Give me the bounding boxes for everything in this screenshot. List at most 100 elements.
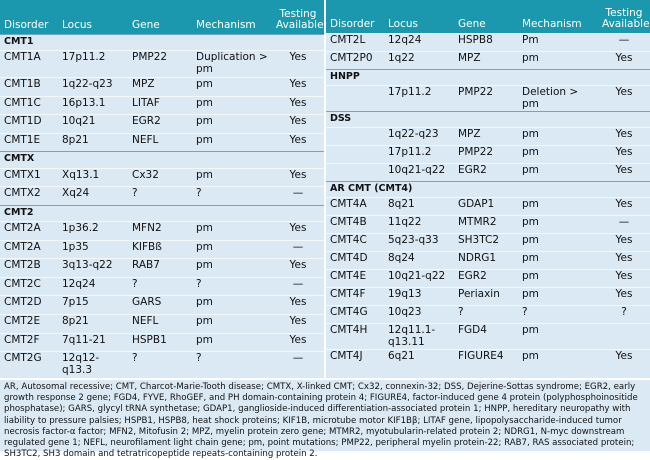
row: CMT1D 10q21 EGR2 pm Yes [0, 114, 324, 134]
cell: Yes [272, 167, 324, 187]
row: CMT4F 19q13 Periaxin pm Yes [326, 287, 650, 306]
cell: Duplication > pm [192, 50, 272, 78]
row: CMT2C 12q24?? — [0, 276, 324, 296]
cell: NDRG1 [454, 251, 518, 270]
cell: — [272, 276, 324, 296]
cell: pm [518, 163, 598, 182]
row: CMT2A 1p36.2 MFN2 pm Yes [0, 221, 324, 241]
cell: 3q13-q22 [58, 258, 128, 278]
cell: MPZ [454, 127, 518, 146]
table: Disorder Locus Gene Mechanism Testing Availa… [0, 0, 324, 378]
row: CMT2F 7q11-21 HSPB1 pm Yes [0, 332, 324, 352]
cell: 1p36.2 [58, 221, 128, 241]
cell: pm [518, 145, 598, 164]
cell: Yes [272, 221, 324, 241]
cell: EGR2 [454, 269, 518, 288]
cell: — [598, 33, 650, 52]
cell: Yes [598, 349, 650, 367]
column-header: Testing Available [272, 0, 324, 35]
cell: Xq13.1 [58, 167, 128, 187]
row: 10q21-q22 EGR2 pm Yes [326, 163, 650, 182]
cell: CMT2E [0, 314, 58, 334]
section-title: CMTX [0, 151, 324, 169]
column-header: Mechanism [518, 0, 598, 34]
cell: pm [192, 167, 272, 187]
cell: 17p11.2 [384, 145, 454, 164]
cell: pm [192, 258, 272, 278]
cell: Yes [272, 332, 324, 352]
cell: CMT4D [326, 251, 384, 270]
cell: pm [518, 269, 598, 288]
cell: LITAF [128, 95, 192, 115]
row: CMT4A 8q21 GDAP1 pm Yes [326, 197, 650, 216]
cell: 10q21-q22 [384, 269, 454, 288]
row: 17p11.2 PMP22 pm Yes [326, 145, 650, 164]
cell: Yes [598, 85, 650, 112]
row: CMT2E 8p21 NEFL pm Yes [0, 314, 324, 334]
cell: — [272, 239, 324, 259]
cell: 16p13.1 [58, 95, 128, 115]
cell: pm [518, 349, 598, 367]
cell: Yes [598, 287, 650, 306]
cell: pm [192, 114, 272, 134]
column-header: Gene [454, 0, 518, 34]
cell: pm [518, 287, 598, 306]
cell: CMTX1 [0, 167, 58, 187]
cell: pm [192, 77, 272, 97]
column-header: Disorder [0, 0, 58, 35]
cell: CMT2L [326, 33, 384, 52]
row: CMT1E 8p21 NEFL pm Yes [0, 132, 324, 152]
column-header: Testing Available [598, 0, 650, 34]
column-header: Mechanism [192, 0, 272, 35]
cell: 1q22-q23 [384, 127, 454, 146]
cell: Yes [598, 127, 650, 146]
cell: RAB7 [128, 258, 192, 278]
header-row: Disorder Locus Gene Mechanism Testing Availa… [0, 0, 324, 35]
row: CMT2P0 1q22 MPZ pm Yes [326, 51, 650, 70]
cell: CMT2F [0, 332, 58, 352]
cell: 8p21 [58, 132, 128, 152]
cell: GARS [128, 295, 192, 315]
cell: HSPB1 [128, 332, 192, 352]
cell: CMT4G [326, 305, 384, 324]
section-title: HNPP [326, 69, 650, 86]
cell: MPZ [128, 77, 192, 97]
cell: Yes [598, 145, 650, 164]
cell: Pm [518, 33, 598, 52]
cell: 10q21 [58, 114, 128, 134]
row: CMTX2 Xq24?? — [0, 186, 324, 206]
cell [326, 145, 384, 164]
cell: Yes [598, 233, 650, 252]
cell [326, 127, 384, 146]
cell: CMTX2 [0, 186, 58, 206]
cell: CMT4C [326, 233, 384, 252]
cell: Yes [598, 269, 650, 288]
cell: 11q22 [384, 215, 454, 234]
cell: 17p11.2 [58, 50, 128, 78]
section-row: AR CMT (CMT4) [326, 181, 650, 198]
cell: pm [192, 221, 272, 241]
row: CMT2L 12q24 HSPB8 Pm — [326, 33, 650, 52]
cell: 17p11.2 [384, 85, 454, 112]
cell: pm [518, 51, 598, 70]
cell: ? [518, 305, 598, 324]
section-row: HNPP [326, 69, 650, 86]
cell: CMT4H [326, 323, 384, 350]
row: CMT4G 10q23??? [326, 305, 650, 324]
cell: pm [192, 239, 272, 259]
row: CMT2B 3q13-q22 RAB7 pm Yes [0, 258, 324, 278]
column-header: Gene [128, 0, 192, 35]
cell: pm [518, 127, 598, 146]
cell: CMT1C [0, 95, 58, 115]
row: CMT4D 8q24 NDRG1 pm Yes [326, 251, 650, 270]
cell: 12q24 [58, 276, 128, 296]
cell: ? [192, 351, 272, 378]
section-row: CMTX [0, 151, 324, 169]
row: CMT4C 5q23-q33 SH3TC2 pm Yes [326, 233, 650, 252]
cell: Yes [272, 95, 324, 115]
cell: Yes [272, 77, 324, 97]
table: Disorder Locus Gene Mechanism Testing Availa… [326, 0, 650, 367]
cell: NEFL [128, 132, 192, 152]
cell: Xq24 [58, 186, 128, 206]
